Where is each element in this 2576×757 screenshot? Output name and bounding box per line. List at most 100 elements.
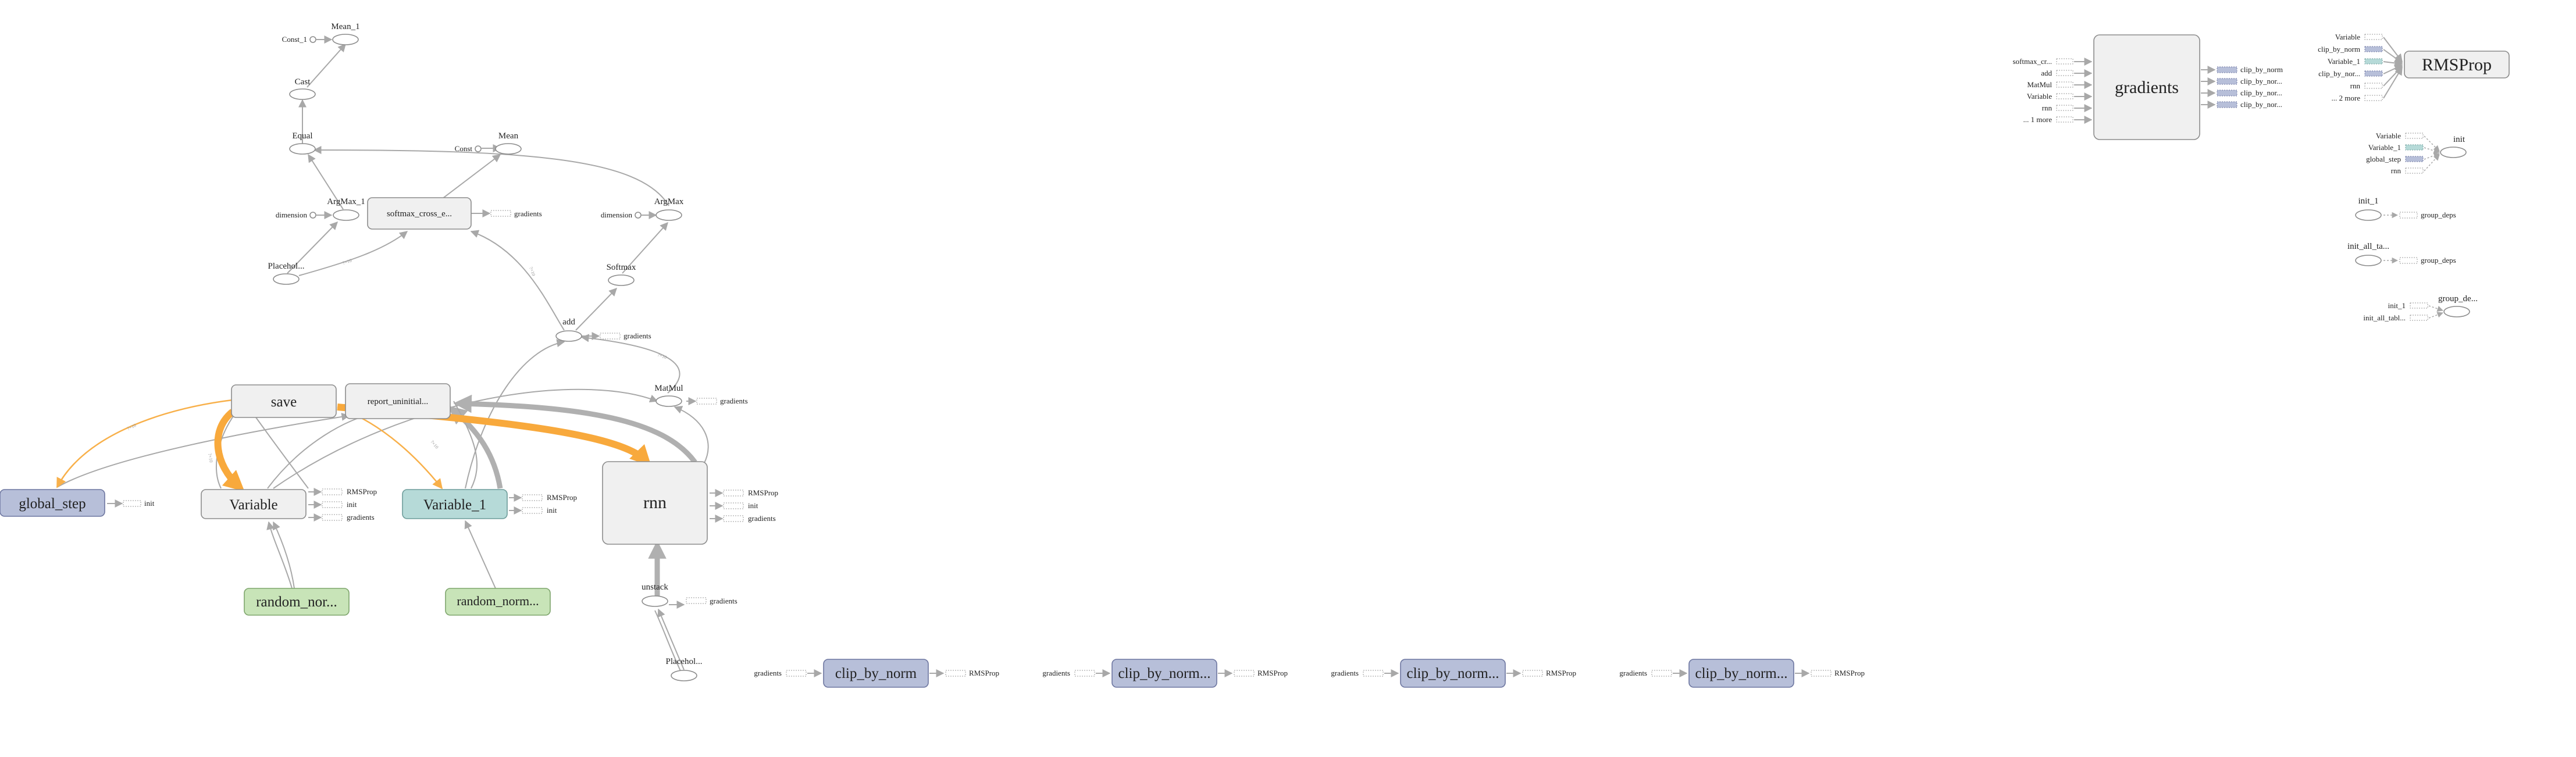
node-argmax[interactable]: ArgMax dimension xyxy=(601,197,684,221)
node-mean[interactable]: Mean xyxy=(495,131,522,155)
node-dimension-1-label: dimension xyxy=(276,210,308,219)
stub-gradients-3-label: gradients xyxy=(720,397,748,405)
group-deps-inputs: init_1 init_all_tabl... xyxy=(2363,301,2443,322)
node-report-uninitialized[interactable]: report_uninitial... xyxy=(345,383,451,419)
node-const-1[interactable]: Const_1 xyxy=(282,35,316,44)
clip-4-label: clip_by_norm... xyxy=(1695,666,1787,681)
init-1-label: init_1 xyxy=(2358,197,2378,206)
node-placeholder-bottom[interactable]: Placehol... xyxy=(666,657,703,681)
node-clip-by-norm-3[interactable]: gradients clip_by_norm... RMSProp xyxy=(1331,659,1576,688)
gradients-outputs: clip_by_norm clip_by_nor... clip_by_nor.… xyxy=(2201,65,2283,109)
node-report-uninitialized-label: report_uninitial... xyxy=(368,397,429,406)
node-clip-by-norm-2[interactable]: gradients clip_by_norm... RMSProp xyxy=(1042,659,1288,688)
node-argmax-1[interactable]: ArgMax_1 dimension xyxy=(276,197,365,221)
init-all-tables-label: init_all_ta... xyxy=(2347,242,2389,251)
stub-init-4 xyxy=(723,502,744,509)
stub-init-2-label: init xyxy=(347,500,357,509)
node-variable[interactable]: Variable RMSProp init gradients xyxy=(201,487,377,522)
node-const[interactable]: Const xyxy=(455,144,482,153)
stub-gradients-5 xyxy=(723,515,744,522)
node-dimension-2-label: dimension xyxy=(601,210,633,219)
stub-rmsprop-1-label: RMSProp xyxy=(347,487,377,496)
init-inputs: Variable Variable_1 global_step rnn xyxy=(2366,131,2440,175)
stub-rmsprop-3-label: RMSProp xyxy=(748,488,778,497)
node-equal-label: Equal xyxy=(293,131,313,141)
stub-gradients-5-label: gradients xyxy=(748,514,776,523)
node-unstack-label: unstack xyxy=(642,583,668,592)
node-group-deps[interactable]: init_1 init_all_tabl... group_de... xyxy=(2363,294,2478,322)
node-rnn-label: rnn xyxy=(643,493,667,512)
node-global-step-label: global_step xyxy=(19,496,85,512)
stub-gradients-6 xyxy=(686,597,707,604)
init-input-3: rnn xyxy=(2391,166,2402,175)
node-rmsprop[interactable]: Variable clip_by_norm Variable_1 clip_by… xyxy=(2318,33,2510,102)
group-deps-input-1: init_all_tabl... xyxy=(2363,313,2406,322)
node-random-normal-2[interactable]: random_norm... xyxy=(445,588,551,616)
rmsprop-input-5: ... 2 more xyxy=(2332,94,2361,102)
node-variable-1-label: Variable_1 xyxy=(423,497,486,513)
node-save-label: save xyxy=(271,394,297,410)
rmsprop-input-3: clip_by_nor... xyxy=(2318,69,2360,78)
rmsprop-input-2: Variable_1 xyxy=(2328,57,2360,66)
node-init-1[interactable]: init_1 group_deps xyxy=(2355,197,2456,221)
node-equal[interactable]: Equal xyxy=(289,131,316,155)
svg-text:?×10: ?×10 xyxy=(429,440,439,450)
group-deps-input-0: init_1 xyxy=(2388,301,2406,310)
node-gradients[interactable]: softmax_cr... add MatMul Variable rnn ..… xyxy=(2012,34,2283,140)
clip-by-norm-row: gradients clip_by_norm RMSProp gradients… xyxy=(754,659,1865,688)
rmsprop-input-4: rnn xyxy=(2350,81,2361,90)
init-label: init xyxy=(2453,135,2465,144)
gradients-output-3: clip_by_nor... xyxy=(2240,100,2282,109)
stub-init-1-label: init xyxy=(144,499,155,508)
gradients-output-0: clip_by_norm xyxy=(2240,65,2283,74)
node-softmax-cross-entropy[interactable]: softmax_cross_e... gradients xyxy=(367,197,542,230)
node-add[interactable]: add gradients xyxy=(555,317,651,342)
node-mean-1[interactable]: Mean_1 xyxy=(331,22,360,45)
node-mean-label: Mean xyxy=(498,131,519,141)
init-input-1: Variable_1 xyxy=(2368,143,2401,152)
stub-rmsprop-2-label: RMSProp xyxy=(547,493,577,502)
clip-3-in-label: gradients xyxy=(1331,669,1359,677)
node-random-normal-2-label: random_norm... xyxy=(457,594,539,608)
clip-4-out-label: RMSProp xyxy=(1834,669,1865,677)
node-init[interactable]: Variable Variable_1 global_step rnn init xyxy=(2366,131,2467,175)
gradients-output-1: clip_by_nor... xyxy=(2240,77,2282,85)
node-softmax-cross-label: softmax_cross_e... xyxy=(387,209,452,219)
stub-gradients-1 xyxy=(490,210,511,217)
node-variable-1[interactable]: Variable_1 RMSProp init xyxy=(402,489,577,519)
node-global-step[interactable]: global_step init xyxy=(0,489,155,517)
node-rnn[interactable]: rnn RMSProp init gradients xyxy=(602,461,778,545)
node-const-label: Const xyxy=(455,144,473,153)
node-init-all-tables[interactable]: init_all_ta... group_deps xyxy=(2347,242,2456,266)
init-all-tables-out-label: group_deps xyxy=(2421,256,2456,265)
gradients-input-4: rnn xyxy=(2042,103,2053,112)
node-cast[interactable]: Cast xyxy=(289,77,316,100)
stub-gradients-2 xyxy=(600,333,621,340)
node-const-1-label: Const_1 xyxy=(282,35,307,44)
stub-rmsprop-1 xyxy=(322,488,343,495)
clip-1-out-label: RMSProp xyxy=(969,669,999,677)
node-placeholder-top-label: Placehol... xyxy=(268,262,305,271)
gradients-input-2: MatMul xyxy=(2027,80,2052,89)
clip-2-label: clip_by_norm... xyxy=(1118,666,1210,681)
node-random-normal-1[interactable]: random_nor... xyxy=(244,588,350,616)
node-placeholder-bottom-label: Placehol... xyxy=(666,657,703,666)
node-save[interactable]: save xyxy=(231,384,337,418)
node-clip-by-norm-4[interactable]: gradients clip_by_norm... RMSProp xyxy=(1619,659,1865,688)
node-softmax[interactable]: Softmax xyxy=(607,263,636,286)
node-matmul[interactable]: MatMul gradients xyxy=(654,384,748,407)
node-placeholder-top[interactable]: Placehol... xyxy=(268,262,305,285)
gradients-input-3: Variable xyxy=(2027,92,2053,101)
node-mean-1-label: Mean_1 xyxy=(331,22,359,31)
node-unstack[interactable]: unstack gradients xyxy=(642,583,737,607)
stub-init-3 xyxy=(522,507,543,514)
stub-init-4-label: init xyxy=(748,501,758,510)
stub-gradients-6-label: gradients xyxy=(710,597,737,605)
rmsprop-input-1: clip_by_norm xyxy=(2318,45,2360,53)
node-clip-by-norm-1[interactable]: gradients clip_by_norm RMSProp xyxy=(754,659,999,688)
stub-gradients-2-label: gradients xyxy=(623,331,651,340)
rmsprop-label: RMSProp xyxy=(2422,55,2492,74)
node-random-normal-1-label: random_nor... xyxy=(256,594,337,610)
svg-text:?×10: ?×10 xyxy=(657,352,667,360)
